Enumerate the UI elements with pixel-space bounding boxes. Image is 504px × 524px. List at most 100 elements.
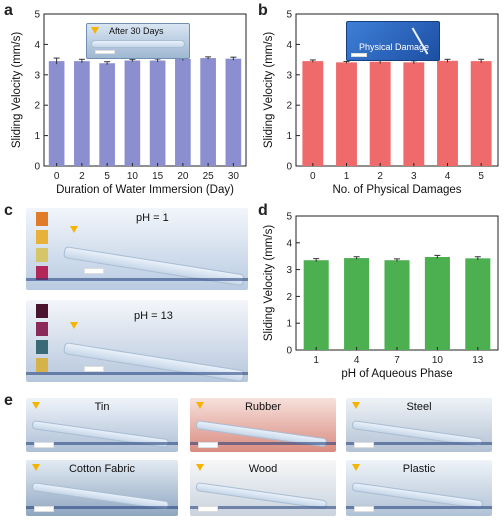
chart-d-ph: 0 1 2 3 4 5 1 4 7 10 13 pH of Aqueous Phase Sliding … — [263, 212, 499, 380]
x-tick-label: 1 — [313, 355, 319, 366]
ph-swatch-icon — [36, 212, 48, 226]
y-tick-label: 3 — [34, 70, 40, 81]
droplet-marker-icon — [352, 402, 360, 409]
bar — [124, 60, 141, 166]
x-tick-label: 4 — [445, 171, 451, 182]
panel-letter-e: e — [4, 392, 13, 409]
bar — [403, 62, 425, 166]
y-axis-label: Sliding Velocity (mm/s) — [11, 32, 23, 148]
scale-bar-icon — [84, 366, 104, 372]
bar — [149, 60, 166, 166]
scale-bar-icon — [351, 53, 367, 57]
material-photo: Wood — [190, 460, 336, 516]
chart-b-physical-damages: 0 1 2 3 4 5 0 1 2 3 4 5 No. of Physical Damages Slidi… — [263, 10, 499, 196]
scale-bar-icon — [354, 442, 374, 448]
bar — [465, 258, 491, 350]
droplet-marker-icon — [70, 322, 78, 329]
photo-ph-1: pH = 1 — [26, 208, 248, 290]
x-tick-label: 2 — [377, 171, 383, 182]
x-axis-label: Duration of Water Immersion (Day) — [56, 184, 234, 196]
bar — [424, 257, 450, 350]
inset-label-after-30-days: After 30 Days — [109, 26, 164, 36]
x-tick-label: 7 — [394, 355, 400, 366]
scale-bar-icon — [198, 442, 218, 448]
bar — [437, 60, 458, 166]
y-axis-label: Sliding Velocity (mm/s) — [263, 225, 275, 341]
material-photo: Tin — [26, 398, 178, 452]
x-tick-label: 10 — [432, 355, 444, 366]
bar — [470, 61, 492, 167]
material-label: Plastic — [402, 463, 436, 475]
scale-bar-icon — [95, 50, 115, 54]
material-label: Rubber — [244, 401, 282, 413]
scale-bar-icon — [354, 506, 374, 512]
ph-swatch-icon — [36, 304, 48, 318]
droplet-marker-icon — [196, 402, 204, 409]
scale-bar-icon — [34, 506, 54, 512]
y-tick-label: 2 — [286, 101, 292, 112]
bar — [336, 62, 357, 166]
stripe — [26, 442, 178, 445]
x-axis-label: pH of Aqueous Phase — [341, 368, 452, 380]
material-photo: Cotton Fabric — [26, 460, 178, 516]
bar — [175, 58, 191, 166]
inset-tube — [91, 40, 185, 48]
ph-swatch-icon — [36, 358, 48, 372]
stripe — [346, 506, 492, 509]
x-tick-label: 0 — [54, 171, 60, 182]
y-tick-label: 1 — [34, 131, 40, 142]
bar — [200, 58, 216, 166]
plot-frame — [295, 13, 499, 167]
droplet-marker-icon — [32, 464, 40, 471]
stripe — [26, 506, 178, 509]
bar — [74, 61, 90, 167]
x-tick-label: 15 — [152, 171, 164, 182]
stripe — [26, 278, 248, 281]
bar — [225, 58, 242, 166]
x-tick-label: 3 — [411, 171, 417, 182]
x-tick-label: 25 — [203, 171, 215, 182]
bar — [369, 61, 391, 167]
x-tick-label: 20 — [177, 171, 189, 182]
material-photo: Rubber — [190, 398, 336, 452]
bar — [48, 61, 65, 167]
y-tick-label: 5 — [286, 212, 292, 223]
x-tick-label: 0 — [310, 171, 316, 182]
ph-swatch-icon — [36, 340, 48, 354]
droplet-marker-icon — [91, 27, 99, 34]
ph-swatch-icon — [36, 230, 48, 244]
droplet-marker-icon — [196, 464, 204, 471]
panel-letter-c: c — [4, 202, 13, 219]
panel-letter-b: b — [258, 2, 268, 19]
y-tick-label: 0 — [34, 162, 40, 173]
y-tick-label: 5 — [286, 10, 292, 21]
y-tick-label: 2 — [286, 292, 292, 303]
plot-frame — [43, 13, 247, 167]
droplet-marker-icon — [32, 402, 40, 409]
scale-bar-icon — [198, 506, 218, 512]
x-tick-label: 30 — [228, 171, 240, 182]
inset-label-physical-damage: Physical Damage — [359, 42, 430, 52]
scale-bar-icon — [34, 442, 54, 448]
y-axis-label: Sliding Velocity (mm/s) — [263, 32, 275, 148]
photo-ph-13: pH = 13 — [26, 300, 248, 382]
bar — [344, 258, 370, 350]
material-label: Tin — [94, 401, 110, 413]
x-tick-label: 10 — [127, 171, 139, 182]
x-tick-label: 1 — [344, 171, 350, 182]
y-tick-label: 0 — [286, 346, 292, 357]
photo-label-ph-13: pH = 13 — [134, 310, 173, 322]
y-tick-label: 3 — [286, 265, 292, 276]
bar — [99, 63, 115, 166]
x-tick-label: 5 — [478, 171, 484, 182]
material-photo: Plastic — [346, 460, 492, 516]
y-tick-label: 1 — [286, 131, 292, 142]
material-label: Cotton Fabric — [68, 463, 136, 475]
scale-bar-icon — [84, 268, 104, 274]
ph-13-tube — [63, 342, 245, 382]
x-axis-label: No. of Physical Damages — [332, 184, 461, 196]
material-label: Steel — [406, 401, 432, 413]
x-tick-label: 13 — [472, 355, 484, 366]
material-photo: Steel — [346, 398, 492, 452]
